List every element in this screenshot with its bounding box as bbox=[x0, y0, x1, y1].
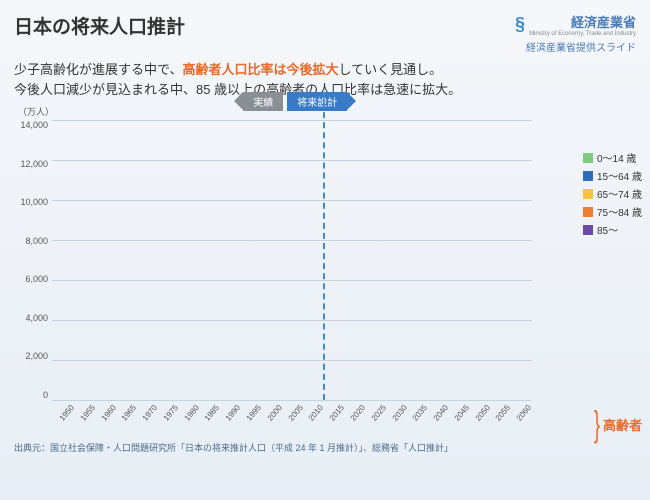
grid-line bbox=[52, 400, 532, 401]
grid-line bbox=[52, 160, 532, 161]
y-axis: 14,000 12,000 10,000 8,000 6,000 4,000 2,000 0 bbox=[14, 120, 52, 400]
source-text: 出典元：国立社会保障・人口問題研究所「日本の将来推計人口（平成 24 年 1 月… bbox=[14, 441, 636, 454]
legend-swatch bbox=[583, 153, 593, 163]
x-tick: 2035 bbox=[411, 403, 430, 423]
x-tick: 2005 bbox=[286, 403, 305, 423]
x-tick: 2030 bbox=[390, 403, 409, 423]
x-tick: 2020 bbox=[348, 403, 367, 423]
logo-credit: 経済産業省提供スライド bbox=[515, 39, 636, 54]
forecast-divider bbox=[323, 92, 325, 400]
bracket-icon: } bbox=[594, 406, 600, 442]
y-tick: 10,000 bbox=[20, 197, 48, 207]
legend-item: 15～64 歳 bbox=[583, 168, 642, 183]
y-tick: 4,000 bbox=[25, 313, 48, 323]
logo-main: 経済産業省 bbox=[529, 12, 636, 31]
page-title: 日本の将来人口推計 bbox=[14, 12, 185, 39]
legend-swatch bbox=[583, 171, 593, 181]
x-tick: 1965 bbox=[120, 403, 139, 423]
x-tick: 2000 bbox=[265, 403, 284, 423]
grid-line bbox=[52, 360, 532, 361]
grid-line bbox=[52, 200, 532, 201]
grid-line bbox=[52, 320, 532, 321]
x-tick: 1960 bbox=[99, 403, 118, 423]
grid-line bbox=[52, 280, 532, 281]
x-tick: 1990 bbox=[224, 403, 243, 423]
x-tick: 1970 bbox=[140, 403, 159, 423]
legend-label: 85～ bbox=[597, 222, 618, 237]
x-tick: 1995 bbox=[244, 403, 263, 423]
legend-label: 15～64 歳 bbox=[597, 168, 642, 183]
x-tick: 2010 bbox=[307, 403, 326, 423]
arrow-actual: 実績 bbox=[243, 92, 283, 111]
x-tick: 1980 bbox=[182, 403, 201, 423]
y-tick: 12,000 bbox=[20, 159, 48, 169]
grid-line bbox=[52, 120, 532, 121]
meti-logo-icon: § bbox=[515, 14, 525, 35]
x-tick: 2015 bbox=[328, 403, 347, 423]
legend-swatch bbox=[583, 207, 593, 217]
legend-item: 75～84 歳 bbox=[583, 204, 642, 219]
legend-item: 65～74 歳 bbox=[583, 186, 642, 201]
population-chart: 14,00012,00010,0008,0006,0004,0002,0000 … bbox=[14, 120, 636, 400]
plot-area: 実績 将来設計 bbox=[52, 120, 532, 400]
x-tick: 2055 bbox=[494, 403, 513, 423]
x-tick: 1955 bbox=[78, 403, 97, 423]
y-tick: 14,000 bbox=[20, 120, 48, 130]
x-tick: 1985 bbox=[203, 403, 222, 423]
legend-label: 65～74 歳 bbox=[597, 186, 642, 201]
logo-sub: Ministry of Economy, Trade and Industry bbox=[529, 31, 636, 37]
arrow-forecast: 将来設計 bbox=[287, 92, 347, 111]
grid-line bbox=[52, 240, 532, 241]
x-tick: 1950 bbox=[57, 403, 76, 423]
legend-item: 0～14 歳 bbox=[583, 150, 642, 165]
x-axis: 1950195519601965197019751980198519901995… bbox=[52, 402, 532, 419]
y-tick: 8,000 bbox=[25, 236, 48, 246]
x-tick: 2045 bbox=[452, 403, 471, 423]
legend-swatch bbox=[583, 189, 593, 199]
y-tick: 0 bbox=[43, 390, 48, 400]
legend-swatch bbox=[583, 225, 593, 235]
logo-block: § 経済産業省 Ministry of Economy, Trade and I… bbox=[515, 12, 636, 54]
bracket-label: 高齢者 bbox=[603, 415, 642, 434]
legend-label: 0～14 歳 bbox=[597, 150, 636, 165]
x-tick: 1975 bbox=[161, 403, 180, 423]
y-tick: 6,000 bbox=[25, 274, 48, 284]
legend-item: 85～ bbox=[583, 222, 642, 237]
legend-label: 75～84 歳 bbox=[597, 204, 642, 219]
x-tick: 2050 bbox=[473, 403, 492, 423]
y-tick: 2,000 bbox=[25, 351, 48, 361]
x-tick: 2060 bbox=[515, 403, 534, 423]
elderly-bracket: } 高齢者 bbox=[591, 406, 642, 442]
legend: 0～14 歳 15～64 歳 65～74 歳 75～84 歳 85～ bbox=[583, 150, 642, 240]
x-tick: 2025 bbox=[369, 403, 388, 423]
x-tick: 2040 bbox=[431, 403, 450, 423]
